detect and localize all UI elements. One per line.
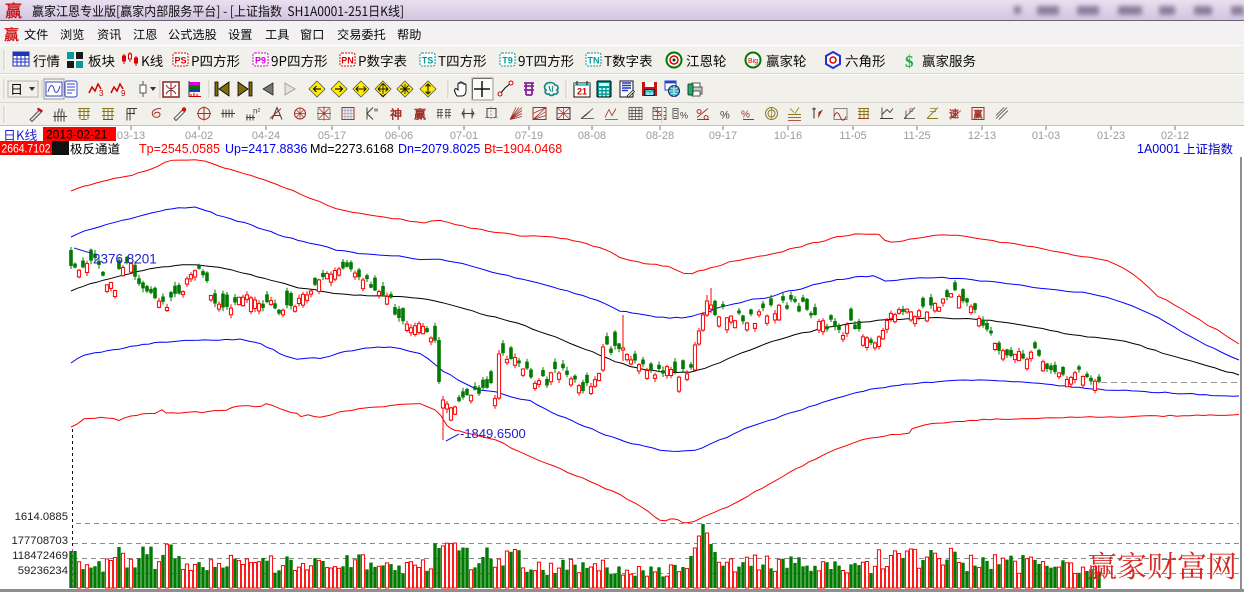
svg-text:09-17: 09-17 [709, 130, 737, 142]
svg-text:11-05: 11-05 [839, 130, 866, 142]
svg-text:02-12: 02-12 [1161, 130, 1189, 142]
svg-text:06-06: 06-06 [385, 130, 413, 142]
svg-text:2376.8201: 2376.8201 [93, 252, 157, 267]
svg-text:177708703: 177708703 [11, 535, 68, 547]
svg-text:59236234: 59236234 [18, 565, 68, 577]
svg-text:11-25: 11-25 [903, 130, 930, 142]
svg-text:01-03: 01-03 [1032, 130, 1060, 142]
svg-text:04-02: 04-02 [185, 130, 213, 142]
svg-text:07-01: 07-01 [450, 130, 478, 142]
svg-text:05-17: 05-17 [318, 130, 346, 142]
svg-text:%: % [741, 110, 750, 121]
svg-text:神: 神 [390, 107, 402, 122]
svg-text:Tp=2545.0585: Tp=2545.0585 [139, 142, 220, 156]
svg-text:n²: n² [253, 107, 260, 116]
svg-text:Dn=2079.8025: Dn=2079.8025 [398, 142, 480, 156]
svg-text:TS: TS [422, 56, 434, 66]
svg-text:$: $ [905, 52, 914, 71]
svg-text:F: F [909, 109, 913, 116]
svg-text:-1849.6500: -1849.6500 [460, 426, 526, 441]
svg-text:03-13: 03-13 [117, 130, 145, 142]
svg-text:08-28: 08-28 [646, 130, 674, 142]
svg-text:TN: TN [588, 56, 600, 66]
svg-text:118472469: 118472469 [12, 550, 68, 562]
svg-text:12-13: 12-13 [968, 130, 996, 142]
svg-text:01-23: 01-23 [1097, 130, 1125, 142]
svg-text:Up=2417.8836: Up=2417.8836 [225, 142, 307, 156]
svg-text:%: % [680, 111, 688, 121]
svg-text:PS: PS [174, 56, 186, 66]
svg-text:2664.7102: 2664.7102 [2, 144, 51, 156]
svg-text:04-24: 04-24 [252, 130, 280, 142]
svg-text:Big: Big [748, 58, 758, 65]
svg-text:T9: T9 [502, 56, 513, 66]
svg-text:赢: 赢 [974, 109, 983, 120]
svg-text:赢: 赢 [414, 107, 426, 122]
svg-text:Bt=1904.0468: Bt=1904.0468 [484, 142, 562, 156]
svg-text:速: 速 [949, 108, 959, 121]
svg-text:10-16: 10-16 [774, 130, 802, 142]
svg-text:PN: PN [341, 56, 354, 66]
svg-text:2013-02-21: 2013-02-21 [46, 128, 108, 142]
svg-text:21: 21 [577, 87, 587, 97]
svg-text:1A0001: 1A0001 [1137, 142, 1180, 156]
svg-text:P9: P9 [255, 56, 266, 66]
svg-text:3: 3 [99, 89, 104, 98]
svg-text:1614.0885: 1614.0885 [15, 511, 68, 523]
svg-text:08-08: 08-08 [578, 130, 606, 142]
svg-text:9: 9 [121, 89, 126, 98]
svg-text:07-19: 07-19 [515, 130, 543, 142]
svg-text:%: % [720, 110, 730, 122]
svg-text:Md=2273.6168: Md=2273.6168 [310, 142, 394, 156]
